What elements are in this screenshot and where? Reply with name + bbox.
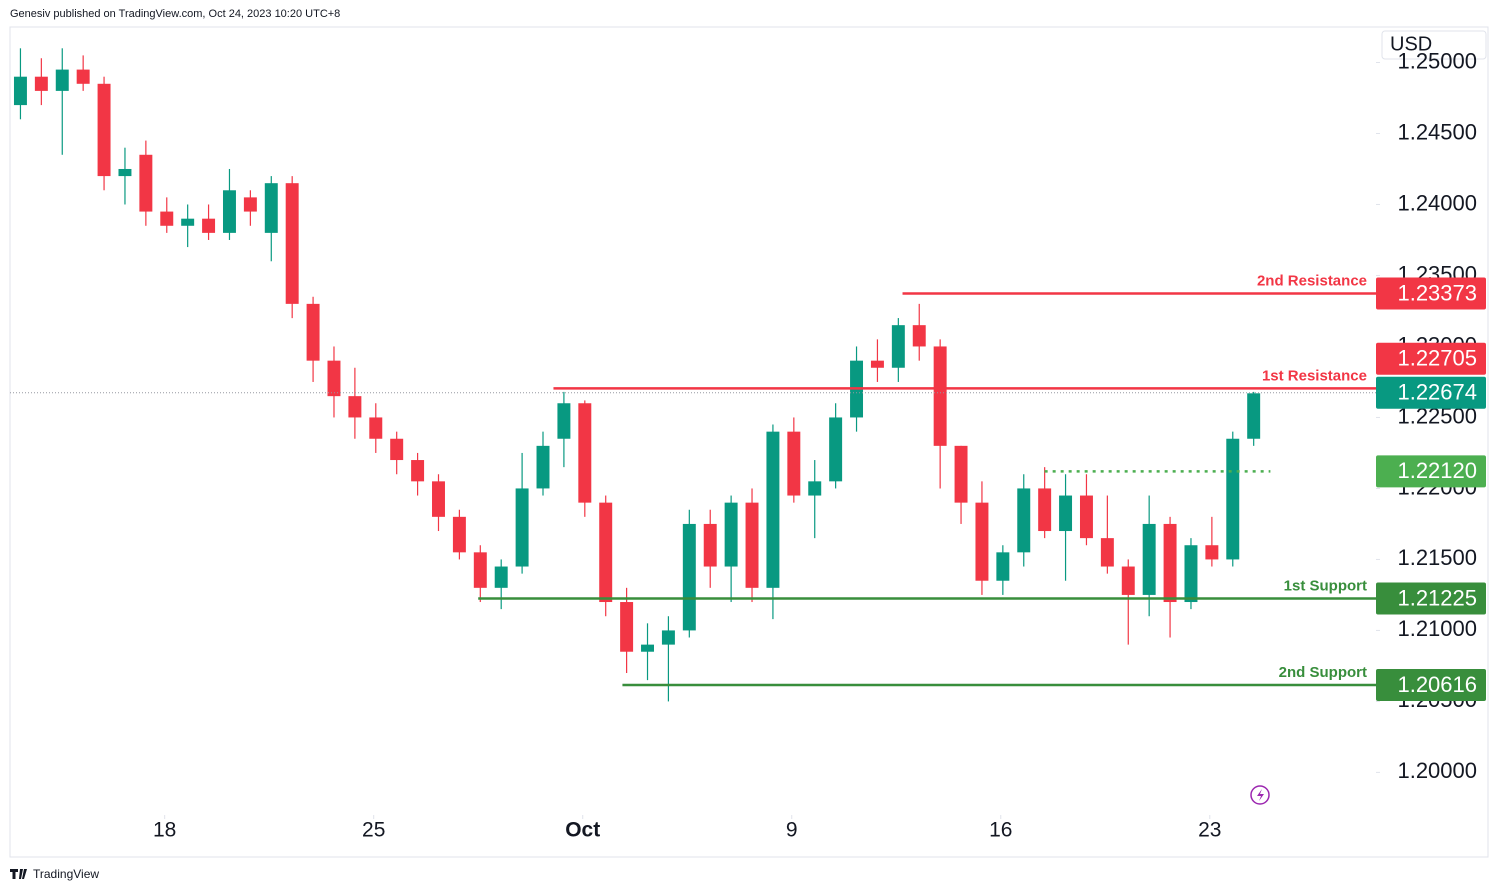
candle-body bbox=[912, 325, 926, 347]
x-tick-label: 9 bbox=[786, 819, 798, 842]
candle-body bbox=[348, 396, 362, 418]
replay-icon[interactable] bbox=[1250, 785, 1270, 805]
x-tick-label: Oct bbox=[565, 819, 600, 842]
level-label: 1.22705 bbox=[1397, 346, 1477, 371]
candle-body bbox=[1121, 566, 1135, 595]
candle-body bbox=[975, 502, 989, 581]
candle-body bbox=[306, 303, 320, 361]
candle-body bbox=[1247, 393, 1261, 439]
candle-body bbox=[390, 438, 404, 461]
candle-body bbox=[745, 502, 759, 588]
candle-body bbox=[327, 360, 341, 397]
candle-body bbox=[369, 417, 383, 439]
level-box bbox=[1376, 277, 1486, 310]
y-tick-label: 1.21500 bbox=[1397, 545, 1477, 570]
candle-body bbox=[724, 502, 738, 567]
candle-body bbox=[1205, 545, 1219, 560]
level-label: 1.21225 bbox=[1397, 585, 1477, 610]
currency: USD bbox=[1390, 33, 1432, 55]
candle-body bbox=[97, 83, 111, 177]
candle-body bbox=[76, 69, 90, 84]
candle-body bbox=[996, 552, 1010, 581]
level-label: 1.20616 bbox=[1397, 672, 1477, 697]
level-name: 1st Resistance bbox=[1262, 367, 1367, 384]
level-name: 2nd Support bbox=[1279, 664, 1367, 681]
level-label: 1.22674 bbox=[1397, 380, 1477, 405]
candle-body bbox=[1100, 538, 1114, 567]
candle-body bbox=[682, 523, 696, 631]
candle-body bbox=[494, 566, 508, 588]
x-tick-label: 16 bbox=[989, 819, 1012, 842]
candle-body bbox=[243, 197, 257, 212]
candle-body bbox=[13, 76, 27, 106]
currency-box[interactable] bbox=[1381, 30, 1487, 60]
candle-body bbox=[557, 403, 571, 439]
frame bbox=[9, 26, 1489, 858]
candle-body bbox=[891, 325, 905, 368]
candle-body bbox=[139, 154, 153, 212]
tv-logo bbox=[10, 869, 27, 879]
y-tick-label: 1.20000 bbox=[1397, 758, 1477, 783]
candle-body bbox=[599, 502, 613, 603]
candle-body bbox=[452, 516, 466, 553]
level-label: 1.22120 bbox=[1397, 458, 1477, 483]
candle-body bbox=[1059, 495, 1073, 532]
footer-brand: TradingView bbox=[33, 867, 99, 881]
candle-body bbox=[202, 218, 216, 233]
candle-body bbox=[55, 69, 69, 91]
candle-body bbox=[787, 431, 801, 496]
candle-body bbox=[1142, 523, 1156, 595]
level-label: 1.23373 bbox=[1397, 280, 1477, 305]
y-tick-label: 1.24000 bbox=[1397, 190, 1477, 215]
x-tick-label: 25 bbox=[362, 819, 385, 842]
y-tick-label: 1.24500 bbox=[1397, 119, 1477, 144]
candle-body bbox=[1017, 488, 1031, 553]
level-name: 2nd Resistance bbox=[1257, 272, 1367, 289]
candle-body bbox=[222, 190, 236, 233]
candle-body bbox=[160, 211, 174, 226]
level-box bbox=[1376, 342, 1486, 375]
candle-body bbox=[1038, 488, 1052, 532]
candle-body bbox=[181, 218, 195, 226]
candle-body bbox=[515, 488, 529, 567]
x-tick-label: 23 bbox=[1198, 819, 1221, 842]
candle-body bbox=[829, 417, 843, 482]
candle-body bbox=[703, 523, 717, 567]
candle-body bbox=[411, 460, 425, 482]
candle-body bbox=[285, 183, 299, 304]
candle-body bbox=[1226, 438, 1240, 560]
candle-body bbox=[954, 445, 968, 503]
candle-body bbox=[766, 431, 780, 588]
candle-body bbox=[578, 403, 592, 503]
candle-body bbox=[641, 644, 654, 652]
candle-body bbox=[264, 183, 278, 233]
candle-body bbox=[933, 346, 947, 446]
publisher: Genesiv published on TradingView.com, Oc… bbox=[10, 8, 340, 20]
candle-body bbox=[118, 168, 132, 177]
level-name: 1st Support bbox=[1284, 577, 1367, 594]
candle-body bbox=[34, 76, 48, 91]
candle-body bbox=[661, 630, 675, 645]
level-box bbox=[1376, 376, 1486, 409]
x-tick-label: 18 bbox=[153, 819, 176, 842]
y-tick-label: 1.21000 bbox=[1397, 616, 1477, 641]
level-box bbox=[1376, 668, 1486, 701]
candle-body bbox=[620, 602, 634, 652]
candle-body bbox=[808, 481, 822, 496]
y-tick-label: 1.25000 bbox=[1397, 48, 1477, 73]
candle-body bbox=[1079, 495, 1093, 539]
candle-body bbox=[870, 360, 884, 368]
candle-body bbox=[1163, 523, 1177, 603]
candle-body bbox=[1184, 545, 1198, 603]
level-box bbox=[1376, 455, 1486, 488]
level-box bbox=[1376, 582, 1486, 615]
candle-body bbox=[536, 445, 550, 489]
candle-body bbox=[473, 552, 487, 588]
candle-body bbox=[432, 481, 445, 517]
